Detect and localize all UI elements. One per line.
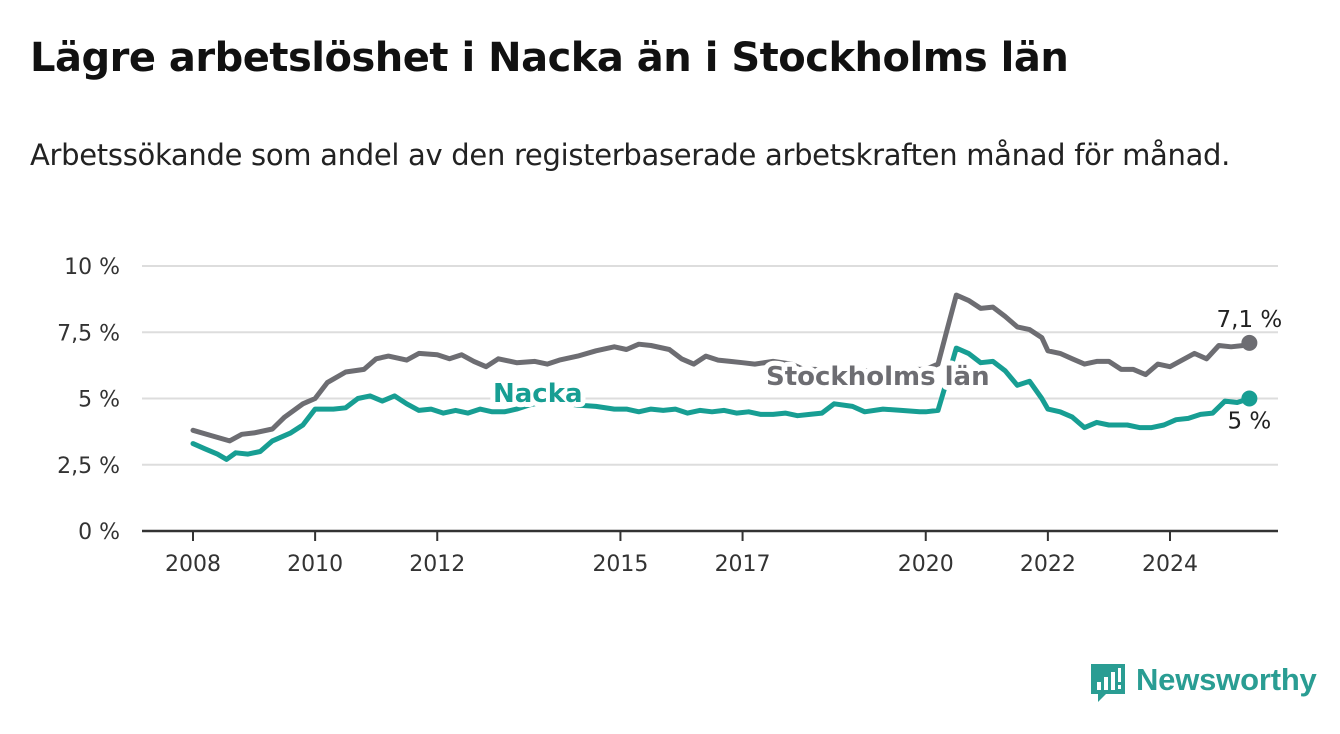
gridlines bbox=[142, 265, 1278, 466]
x-tick-label: 2012 bbox=[409, 552, 465, 577]
newsworthy-logo: Newsworthy bbox=[1088, 660, 1317, 706]
x-tick-label: 2020 bbox=[898, 552, 954, 577]
x-tick-label: 2022 bbox=[1020, 552, 1076, 577]
series-end-label: 7,1 % bbox=[1217, 307, 1283, 333]
x-tick-label: 2008 bbox=[165, 552, 221, 577]
x-tick-label: 2010 bbox=[287, 552, 343, 577]
series-label-stockholm: Stockholms län bbox=[766, 362, 990, 392]
newsworthy-logo-icon bbox=[1091, 664, 1125, 702]
y-tick-label: 2,5 % bbox=[57, 454, 120, 479]
y-tick-label: 10 % bbox=[64, 255, 120, 280]
series-end-point bbox=[1241, 334, 1258, 351]
chart-title: Lägre arbetslöshet i Nacka än i Stockhol… bbox=[30, 35, 1069, 81]
x-tick-label: 2017 bbox=[715, 552, 771, 577]
y-tick-label: 0 % bbox=[78, 520, 120, 545]
y-axis-ticks: 0 % 2,5 % 5 % 7,5 % 10 % bbox=[57, 255, 120, 545]
series-labels: 7,1 % 5 % Stockholms län Nacka bbox=[488, 307, 1283, 435]
brand-name: Newsworthy bbox=[1136, 662, 1317, 697]
x-tick-label: 2024 bbox=[1142, 552, 1198, 577]
x-axis-ticks: 2008 2010 2012 2015 2017 2020 2022 2024 bbox=[165, 531, 1198, 577]
x-tick-label: 2015 bbox=[592, 552, 648, 577]
series-line-nacka bbox=[190, 345, 1252, 462]
chart-subtitle: Arbetssökande som andel av den registerb… bbox=[30, 138, 1231, 172]
series-end-label: 5 % bbox=[1227, 409, 1271, 435]
series-lines bbox=[190, 292, 1258, 462]
y-tick-label: 7,5 % bbox=[57, 321, 120, 346]
series-end-point bbox=[1241, 390, 1258, 407]
series-label-nacka: Nacka bbox=[493, 379, 583, 409]
y-tick-label: 5 % bbox=[78, 388, 120, 413]
series-line-stockholm bbox=[190, 292, 1252, 444]
